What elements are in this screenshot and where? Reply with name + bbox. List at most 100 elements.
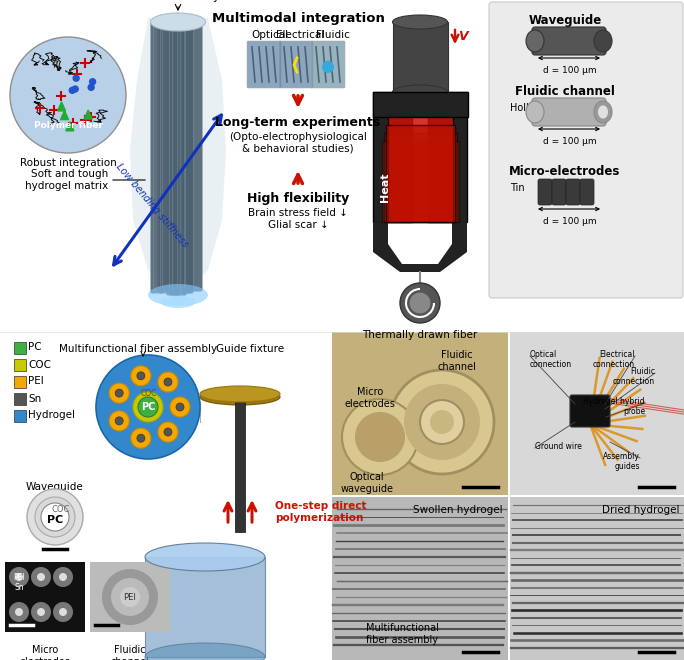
Ellipse shape	[393, 15, 447, 29]
Text: COC: COC	[52, 506, 70, 515]
Circle shape	[90, 79, 96, 84]
Text: Hydrogel hybrid
probe: Hydrogel hybrid probe	[583, 397, 645, 416]
Circle shape	[59, 573, 67, 581]
FancyBboxPatch shape	[386, 125, 455, 222]
Circle shape	[138, 397, 158, 417]
Circle shape	[115, 389, 123, 397]
Circle shape	[133, 392, 163, 422]
Text: (Opto-electrophysiological
& behavioral studies): (Opto-electrophysiological & behavioral …	[229, 132, 367, 154]
FancyBboxPatch shape	[538, 179, 552, 205]
Text: V: V	[458, 30, 468, 44]
Circle shape	[176, 403, 184, 411]
FancyBboxPatch shape	[235, 402, 245, 532]
FancyBboxPatch shape	[332, 332, 508, 495]
Text: High flexibility: High flexibility	[247, 192, 349, 205]
Circle shape	[9, 602, 29, 622]
FancyBboxPatch shape	[150, 20, 163, 294]
Text: PEI: PEI	[13, 572, 25, 581]
Polygon shape	[57, 102, 66, 111]
Circle shape	[131, 428, 151, 448]
Ellipse shape	[594, 101, 612, 123]
Text: Robust integration: Robust integration	[20, 158, 116, 168]
Text: Polymer fiber: Polymer fiber	[34, 121, 103, 129]
Circle shape	[164, 428, 172, 436]
Text: Long-term experiments: Long-term experiments	[215, 116, 380, 129]
FancyBboxPatch shape	[566, 179, 580, 205]
FancyBboxPatch shape	[159, 18, 170, 294]
Text: Assembly
guides: Assembly guides	[603, 452, 640, 471]
Text: Electrical
connection: Electrical connection	[593, 350, 635, 370]
FancyBboxPatch shape	[532, 27, 606, 55]
FancyBboxPatch shape	[428, 92, 467, 222]
Text: Optical
connection: Optical connection	[530, 350, 572, 370]
FancyBboxPatch shape	[14, 376, 25, 387]
Circle shape	[88, 84, 94, 90]
FancyBboxPatch shape	[311, 41, 345, 88]
Text: Waveguide: Waveguide	[528, 14, 602, 27]
Circle shape	[137, 434, 145, 442]
Circle shape	[53, 602, 73, 622]
Text: Brain stress field ↓: Brain stress field ↓	[248, 208, 348, 218]
Ellipse shape	[526, 101, 544, 123]
FancyBboxPatch shape	[145, 557, 265, 657]
Text: Swollen hydrogel: Swollen hydrogel	[413, 505, 503, 515]
FancyBboxPatch shape	[14, 393, 25, 405]
Circle shape	[69, 87, 75, 93]
Circle shape	[15, 608, 23, 616]
Polygon shape	[84, 110, 92, 119]
FancyBboxPatch shape	[510, 332, 684, 495]
Text: Glial scar ↓: Glial scar ↓	[267, 220, 328, 230]
Ellipse shape	[526, 30, 544, 52]
Circle shape	[170, 397, 190, 417]
Ellipse shape	[200, 389, 280, 405]
Circle shape	[158, 372, 178, 392]
FancyBboxPatch shape	[14, 358, 25, 370]
Circle shape	[31, 602, 51, 622]
FancyBboxPatch shape	[373, 92, 468, 117]
FancyBboxPatch shape	[174, 15, 187, 296]
Ellipse shape	[145, 643, 265, 660]
Circle shape	[9, 567, 29, 587]
FancyBboxPatch shape	[181, 18, 192, 294]
FancyBboxPatch shape	[384, 133, 457, 222]
Text: Low bending stiffness: Low bending stiffness	[114, 161, 190, 249]
Text: PC: PC	[47, 515, 63, 525]
Text: d = 100 μm: d = 100 μm	[543, 66, 597, 75]
Text: Multimodal integration: Multimodal integration	[211, 12, 384, 25]
Circle shape	[109, 411, 129, 431]
Text: Optical
waveguide: Optical waveguide	[341, 472, 393, 494]
FancyBboxPatch shape	[382, 141, 459, 222]
Circle shape	[37, 573, 45, 581]
Circle shape	[390, 370, 494, 474]
FancyBboxPatch shape	[157, 20, 168, 292]
Text: Fluidic: Fluidic	[316, 30, 350, 40]
Text: PC: PC	[141, 402, 155, 412]
Circle shape	[73, 75, 79, 81]
Circle shape	[27, 489, 83, 545]
Circle shape	[131, 366, 151, 386]
Polygon shape	[373, 222, 467, 272]
FancyBboxPatch shape	[166, 16, 179, 296]
Polygon shape	[60, 111, 68, 119]
Text: Tin: Tin	[510, 183, 525, 193]
FancyBboxPatch shape	[183, 16, 194, 294]
Circle shape	[400, 283, 440, 323]
Text: COC: COC	[141, 389, 157, 399]
Polygon shape	[130, 18, 226, 305]
Text: COC: COC	[28, 360, 51, 370]
FancyBboxPatch shape	[388, 117, 453, 222]
Circle shape	[420, 400, 464, 444]
Text: Optical: Optical	[252, 30, 289, 40]
Text: Fluidic
connection: Fluidic connection	[613, 367, 655, 386]
FancyBboxPatch shape	[580, 179, 594, 205]
Ellipse shape	[150, 13, 205, 31]
Circle shape	[59, 608, 67, 616]
Text: Fluidic
channel: Fluidic channel	[111, 645, 149, 660]
Circle shape	[404, 384, 480, 460]
Text: Multifunctional fiber assembly: Multifunctional fiber assembly	[59, 344, 217, 354]
Text: Sn: Sn	[14, 583, 24, 591]
Ellipse shape	[161, 296, 196, 308]
FancyBboxPatch shape	[532, 98, 606, 126]
Circle shape	[409, 292, 431, 314]
Ellipse shape	[393, 85, 447, 99]
